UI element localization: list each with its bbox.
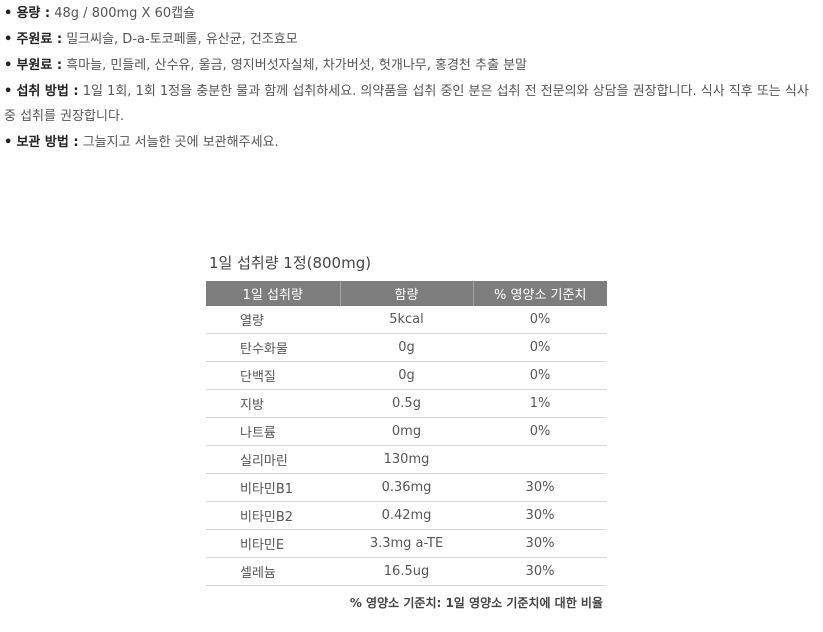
nutrient-amount: 0.5g	[340, 389, 473, 418]
nutrient-daily-value: 30%	[473, 473, 607, 502]
nutrient-amount: 16.5ug	[340, 557, 473, 586]
nutrient-daily-value: 30%	[473, 557, 607, 586]
nutrient-amount: 0mg	[340, 417, 473, 446]
nutrient-amount: 5kcal	[340, 306, 473, 334]
table-row: 비타민B2 0.42mg 30%	[206, 501, 607, 530]
nutrient-name: 지방	[206, 389, 340, 418]
nutrient-name: 나트륨	[206, 417, 340, 446]
nutrient-daily-value: 1%	[473, 389, 607, 418]
table-row: 비타민E 3.3mg a-TE 30%	[206, 529, 607, 558]
table-row: 셀레늄 16.5ug 30%	[206, 557, 607, 586]
info-sub-ingredients-label: 부원료 :	[16, 58, 63, 73]
table-row: 실리마린 130mg	[206, 445, 607, 474]
info-bullet: •	[4, 32, 13, 47]
nutrition-footnote: % 영양소 기준치: 1일 영양소 기준치에 대한 비율	[349, 596, 603, 610]
info-volume: • 용량 : 48g / 800mg X 60캡슐	[0, 0, 823, 26]
info-bullet: •	[4, 6, 13, 21]
header-serving: 1일 섭취량	[206, 281, 340, 306]
nutrient-name: 비타민E	[206, 529, 340, 558]
info-volume-label: 용량 :	[16, 6, 51, 21]
nutrient-daily-value: 0%	[473, 333, 607, 362]
info-bullet: •	[4, 58, 13, 73]
nutrient-name: 셀레늄	[206, 557, 340, 586]
table-row: 열량 5kcal 0%	[206, 306, 607, 334]
info-main-ingredients-label: 주원료 :	[16, 32, 63, 47]
nutrient-daily-value: 0%	[473, 306, 607, 334]
info-storage-method-label: 보관 방법 :	[16, 135, 79, 150]
table-row: 나트륨 0mg 0%	[206, 417, 607, 446]
nutrient-daily-value: 30%	[473, 529, 607, 558]
info-bullet: •	[4, 84, 13, 99]
info-sub-ingredients-text: 흑마늘, 민들레, 산수유, 울금, 영지버섯자실체, 차가버섯, 헛개나무, …	[66, 58, 528, 73]
nutrient-name: 열량	[206, 306, 340, 334]
nutrient-amount: 0.36mg	[340, 473, 473, 502]
nutrient-daily-value: 0%	[473, 417, 607, 446]
info-intake-method-text: 1일 1회, 1회 1정을 충분한 물과 함께 섭취하세요. 의약품을 섭취 중…	[4, 84, 809, 124]
table-row: 탄수화물 0g 0%	[206, 333, 607, 362]
nutrient-amount: 3.3mg a-TE	[340, 529, 473, 558]
nutrient-name: 비타민B1	[206, 473, 340, 502]
nutrient-name: 탄수화물	[206, 333, 340, 362]
nutrition-header-row: 1일 섭취량 함량 % 영양소 기준치	[206, 281, 607, 306]
nutrient-daily-value	[473, 445, 607, 474]
info-bullet: •	[4, 135, 13, 150]
nutrient-amount: 130mg	[340, 445, 473, 474]
table-row: 단백질 0g 0%	[206, 361, 607, 390]
nutrient-name: 단백질	[206, 361, 340, 390]
info-volume-text: 48g / 800mg X 60캡슐	[54, 6, 196, 21]
product-info-section: • 용량 : 48g / 800mg X 60캡슐 • 주원료 : 밀크씨슬, …	[0, 0, 823, 155]
info-sub-ingredients: • 부원료 : 흑마늘, 민들레, 산수유, 울금, 영지버섯자실체, 차가버섯…	[0, 52, 823, 78]
nutrient-name: 비타민B2	[206, 501, 340, 530]
nutrient-name: 실리마린	[206, 445, 340, 474]
nutrient-amount: 0g	[340, 333, 473, 362]
table-row: 지방 0.5g 1%	[206, 389, 607, 418]
nutrient-daily-value: 30%	[473, 501, 607, 530]
info-storage-method: • 보관 방법 : 그늘지고 서늘한 곳에 보관해주세요.	[0, 129, 823, 155]
header-amount: 함량	[339, 281, 473, 306]
nutrient-amount: 0g	[340, 361, 473, 390]
nutrition-table: 1일 섭취량 함량 % 영양소 기준치 열량 5kcal 0% 탄수화물 0g …	[206, 281, 607, 586]
header-daily-value: % 영양소 기준치	[472, 281, 607, 306]
nutrient-daily-value: 0%	[473, 361, 607, 390]
info-main-ingredients-text: 밀크씨슬, D-a-토코페롤, 유산균, 건조효모	[66, 32, 298, 47]
info-main-ingredients: • 주원료 : 밀크씨슬, D-a-토코페롤, 유산균, 건조효모	[0, 26, 823, 52]
info-storage-method-text: 그늘지고 서늘한 곳에 보관해주세요.	[82, 135, 279, 150]
info-intake-method-label: 섭취 방법 :	[16, 84, 79, 99]
nutrition-title: 1일 섭취량 1정(800mg)	[209, 254, 372, 272]
nutrient-amount: 0.42mg	[340, 501, 473, 530]
info-intake-method: • 섭취 방법 : 1일 1회, 1회 1정을 충분한 물과 함께 섭취하세요.…	[0, 78, 823, 129]
table-row: 비타민B1 0.36mg 30%	[206, 473, 607, 502]
